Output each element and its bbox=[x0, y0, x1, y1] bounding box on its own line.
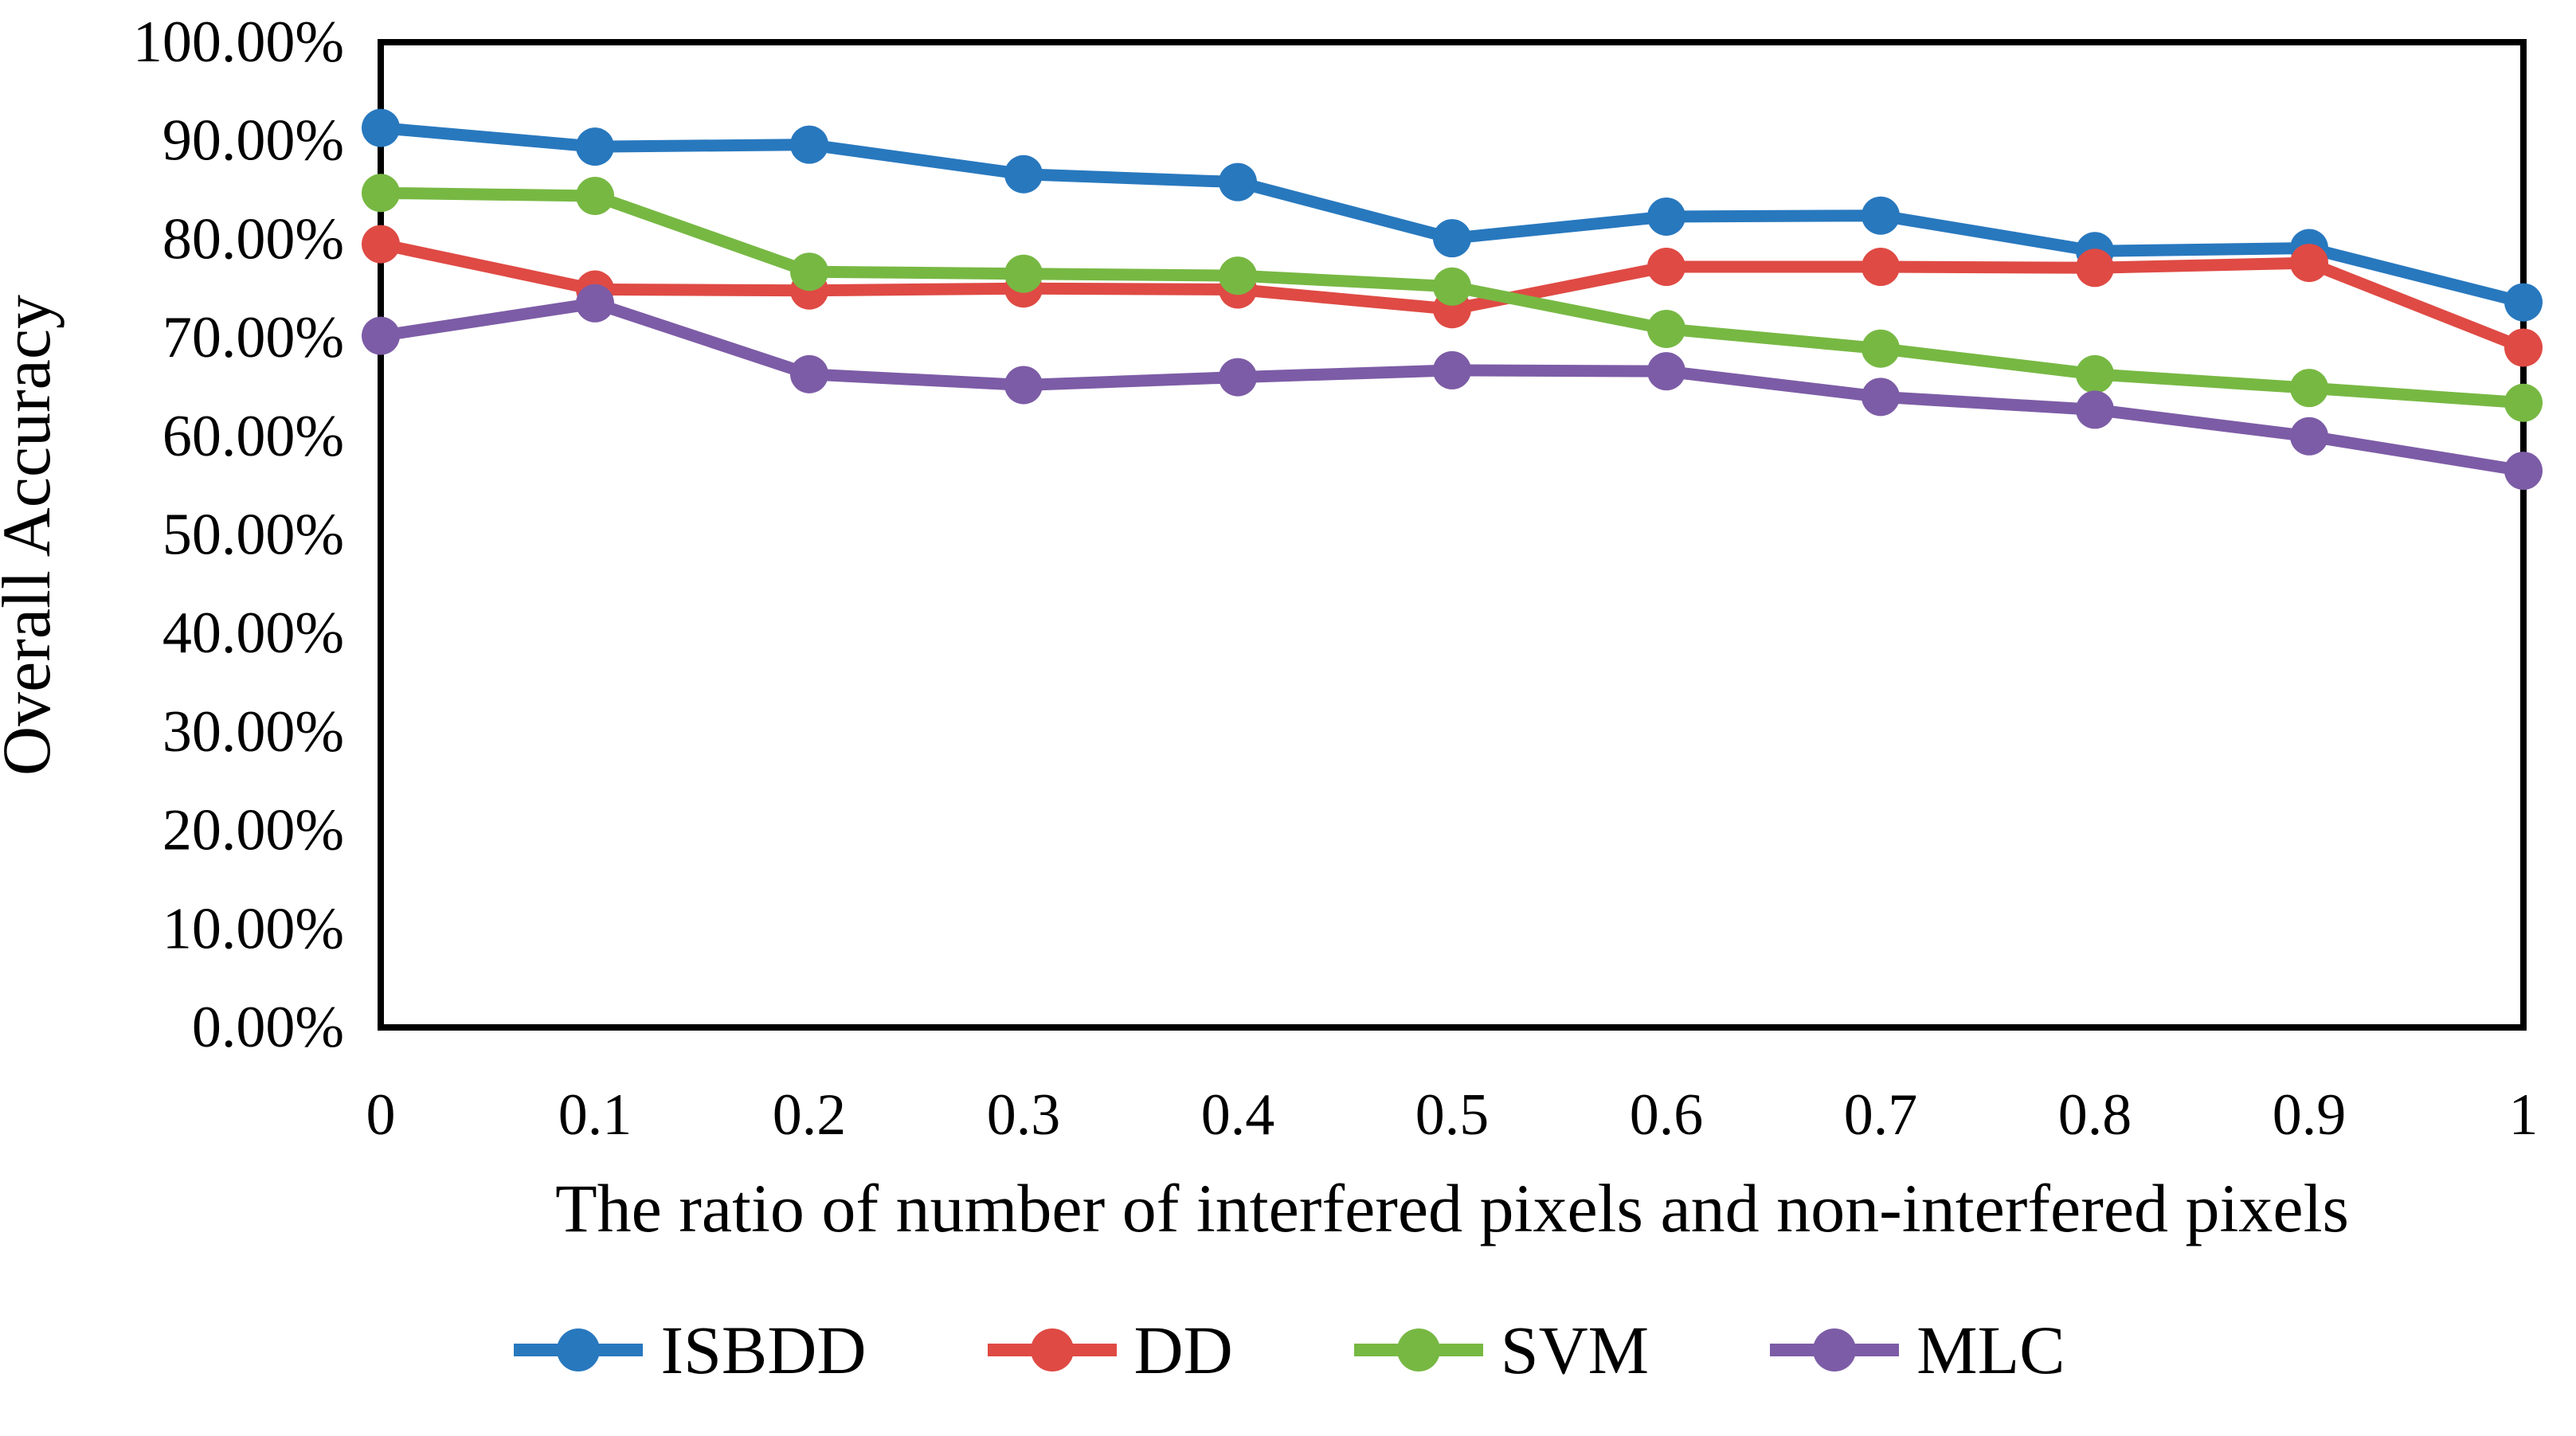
x-tick-label: 0 bbox=[366, 1082, 396, 1148]
data-point-MLC-0.4 bbox=[1219, 358, 1257, 397]
legend-marker-SVM bbox=[1353, 1328, 1483, 1371]
data-point-ISBDD-0.2 bbox=[790, 125, 828, 164]
x-tick-label: 0.5 bbox=[1415, 1082, 1490, 1148]
data-point-MLC-1 bbox=[2504, 452, 2543, 491]
data-point-MLC-0.3 bbox=[1004, 366, 1043, 405]
data-point-MLC-0.5 bbox=[1433, 350, 1471, 389]
data-point-SVM-1 bbox=[2504, 383, 2543, 422]
data-point-SVM-0 bbox=[362, 174, 400, 213]
data-point-MLC-0 bbox=[362, 316, 400, 355]
legend-label-MLC: MLC bbox=[1916, 1312, 2065, 1388]
x-tick-label: 0.6 bbox=[1630, 1082, 1704, 1148]
data-point-DD-0.6 bbox=[1647, 248, 1685, 287]
data-point-MLC-0.8 bbox=[2076, 390, 2114, 429]
data-point-SVM-0.1 bbox=[576, 176, 614, 215]
x-tick-label: 0.4 bbox=[1201, 1082, 1275, 1148]
data-point-SVM-0.6 bbox=[1647, 309, 1685, 348]
x-axis-title: The ratio of number of interfered pixels… bbox=[555, 1170, 2349, 1246]
data-series-layer bbox=[362, 108, 2543, 491]
data-point-DD-0.9 bbox=[2290, 244, 2328, 283]
y-tick-label: 0.00% bbox=[192, 995, 344, 1060]
legend-label-ISBDD: ISBDD bbox=[660, 1312, 867, 1388]
y-tick-label: 40.00% bbox=[162, 601, 344, 666]
y-tick-label: 30.00% bbox=[162, 699, 344, 765]
legend-marker-MLC bbox=[1770, 1328, 1900, 1371]
x-axis-tick-labels: 0 0.1 0.2 0.3 0.4 0.5 0.6 0.7 0.8 0.9 1 bbox=[366, 1082, 2539, 1148]
x-tick-label: 0.7 bbox=[1844, 1082, 1918, 1148]
legend-marker-dot bbox=[557, 1328, 601, 1371]
legend-marker-dot bbox=[1396, 1328, 1440, 1371]
data-point-ISBDD-0.3 bbox=[1004, 155, 1043, 194]
legend: ISBDD DD SVM MLC bbox=[0, 1316, 2576, 1384]
data-point-ISBDD-0.5 bbox=[1433, 219, 1471, 258]
legend-item-MLC: MLC bbox=[1767, 1316, 2065, 1384]
data-point-DD-0.8 bbox=[2076, 248, 2114, 288]
legend-marker-dot bbox=[1813, 1328, 1857, 1371]
plot-border bbox=[378, 39, 2527, 1031]
y-tick-label: 90.00% bbox=[162, 108, 344, 174]
data-point-DD-0.7 bbox=[1862, 248, 1900, 287]
data-point-MLC-0.9 bbox=[2290, 417, 2328, 456]
y-axis-title: Overall Accuracy bbox=[0, 295, 65, 776]
y-tick-label: 60.00% bbox=[162, 404, 344, 469]
data-point-DD-0 bbox=[362, 225, 400, 264]
legend-marker-dot bbox=[1030, 1328, 1074, 1371]
legend-item-DD: DD bbox=[985, 1316, 1233, 1384]
data-point-ISBDD-0 bbox=[362, 108, 400, 147]
data-point-DD-1 bbox=[2504, 328, 2543, 367]
data-point-SVM-0.8 bbox=[2076, 354, 2114, 393]
data-point-ISBDD-0.7 bbox=[1862, 196, 1900, 235]
x-tick-label: 0.8 bbox=[2058, 1082, 2132, 1148]
plot-area bbox=[378, 39, 2527, 1031]
y-tick-label: 10.00% bbox=[162, 896, 344, 961]
data-point-ISBDD-0.6 bbox=[1647, 197, 1685, 236]
legend-item-SVM: SVM bbox=[1351, 1316, 1649, 1384]
y-tick-label: 70.00% bbox=[162, 305, 344, 370]
y-tick-label: 50.00% bbox=[162, 503, 344, 568]
data-point-MLC-0.2 bbox=[790, 354, 828, 393]
data-point-SVM-0.2 bbox=[790, 252, 828, 292]
x-tick-label: 0.9 bbox=[2273, 1082, 2347, 1148]
data-point-MLC-0.1 bbox=[576, 284, 614, 323]
x-tick-label: 0.2 bbox=[773, 1082, 847, 1148]
y-tick-label: 20.00% bbox=[162, 798, 344, 863]
legend-marker-DD bbox=[987, 1328, 1117, 1371]
legend-item-ISBDD: ISBDD bbox=[511, 1312, 867, 1388]
x-tick-label: 0.3 bbox=[987, 1082, 1061, 1148]
data-point-SVM-0.5 bbox=[1433, 267, 1471, 306]
legend-label-DD: DD bbox=[1133, 1312, 1233, 1388]
data-point-MLC-0.6 bbox=[1647, 352, 1685, 391]
y-tick-label: 100.00% bbox=[133, 10, 344, 75]
data-point-SVM-0.7 bbox=[1862, 329, 1900, 368]
series-MLC bbox=[362, 284, 2543, 491]
data-point-MLC-0.7 bbox=[1862, 378, 1900, 417]
legend-marker-ISBDD bbox=[514, 1328, 644, 1371]
data-point-SVM-0.9 bbox=[2290, 369, 2328, 408]
series-SVM bbox=[362, 174, 2543, 422]
data-point-ISBDD-1 bbox=[2504, 283, 2543, 322]
y-axis-tick-labels: 0.00% 10.00% 20.00% 30.00% 40.00% 50.00% 60.00… bbox=[133, 10, 344, 1060]
data-point-ISBDD-0.1 bbox=[576, 127, 614, 166]
legend-label-SVM: SVM bbox=[1500, 1312, 1650, 1388]
x-tick-label: 1 bbox=[2509, 1082, 2539, 1148]
y-tick-label: 80.00% bbox=[162, 206, 344, 272]
data-point-SVM-0.3 bbox=[1004, 254, 1043, 293]
data-point-SVM-0.4 bbox=[1219, 256, 1257, 295]
x-tick-label: 0.1 bbox=[558, 1082, 632, 1148]
data-point-ISBDD-0.4 bbox=[1219, 162, 1257, 202]
